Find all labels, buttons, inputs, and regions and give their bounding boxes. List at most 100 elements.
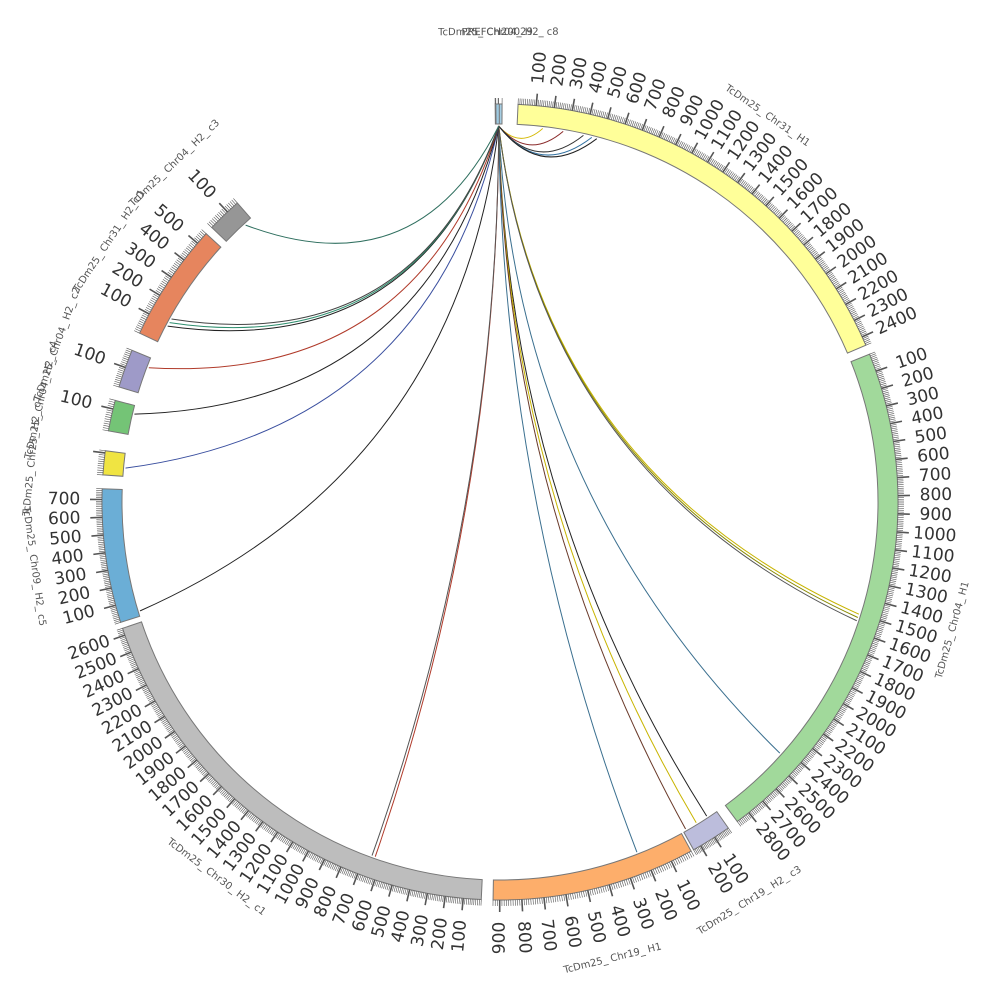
minor-tick [447, 896, 450, 903]
minor-tick [785, 220, 791, 225]
minor-tick [680, 141, 684, 148]
minor-tick [815, 743, 821, 749]
minor-tick [672, 137, 676, 144]
minor-tick [619, 881, 622, 888]
minor-tick [762, 198, 768, 204]
minor-tick [208, 777, 213, 782]
minor-tick [315, 855, 319, 862]
minor-tick [333, 864, 337, 871]
major-tick [95, 569, 109, 574]
minor-tick [817, 258, 823, 263]
minor-tick [776, 211, 781, 216]
minor-tick [102, 427, 109, 429]
minor-tick [895, 453, 902, 455]
minor-tick [149, 301, 155, 305]
minor-tick [889, 416, 896, 419]
major-tick [543, 897, 547, 910]
minor-tick [681, 856, 685, 862]
minor-tick [353, 872, 357, 879]
minor-tick [223, 792, 229, 798]
minor-tick [250, 814, 255, 820]
segment-name-label: TcDm25_ Chr09_ H2_ c5 [20, 505, 47, 627]
minor-tick [807, 245, 813, 250]
minor-tick [693, 148, 697, 155]
minor-tick [98, 458, 105, 460]
minor-tick [789, 224, 794, 229]
tick-label: 600 [48, 508, 81, 529]
minor-tick [704, 155, 708, 161]
minor-tick [862, 666, 868, 670]
minor-tick [891, 431, 898, 433]
minor-tick [231, 799, 237, 805]
minor-tick [163, 277, 170, 282]
major-tick [91, 534, 104, 537]
tick-label: 100 [58, 387, 94, 414]
major-tick [187, 234, 199, 244]
minor-tick [539, 99, 541, 107]
minor-tick [895, 454, 902, 457]
minor-tick [416, 891, 419, 898]
minor-tick [798, 764, 804, 770]
major-tick [748, 812, 757, 823]
minor-tick [865, 342, 872, 346]
minor-tick [134, 328, 141, 332]
major-tick [352, 873, 359, 886]
minor-tick [810, 249, 816, 254]
minor-tick [121, 639, 127, 643]
minor-tick [868, 652, 874, 656]
major-tick [895, 549, 908, 553]
minor-tick [884, 397, 891, 400]
major-tick [814, 251, 826, 260]
minor-tick [661, 865, 665, 872]
minor-tick [294, 844, 298, 850]
minor-tick [722, 831, 727, 837]
minor-tick [761, 197, 766, 203]
minor-tick [891, 574, 898, 577]
minor-tick [135, 673, 142, 677]
minor-tick [638, 874, 642, 881]
major-tick [867, 654, 879, 661]
minor-tick [679, 857, 683, 863]
minor-tick [113, 382, 120, 386]
minor-tick [114, 620, 121, 623]
minor-tick [178, 742, 184, 747]
minor-tick [181, 252, 187, 257]
minor-tick [111, 611, 118, 615]
minor-tick [870, 353, 876, 357]
major-tick [853, 314, 866, 322]
minor-tick [694, 149, 699, 156]
minor-tick [858, 327, 865, 331]
minor-tick [683, 143, 687, 150]
minor-tick [602, 886, 605, 893]
minor-tick [576, 892, 579, 899]
minor-tick [545, 897, 548, 904]
minor-tick [555, 101, 558, 109]
minor-tick [379, 881, 382, 888]
minor-tick [577, 105, 580, 112]
minor-tick [675, 859, 679, 865]
minor-tick [887, 592, 894, 595]
minor-tick [254, 818, 259, 824]
minor-tick [157, 286, 164, 291]
minor-tick [892, 565, 899, 568]
major-tick [629, 877, 636, 890]
minor-tick [885, 599, 892, 602]
minor-tick [800, 236, 806, 242]
minor-tick [167, 271, 173, 276]
minor-tick [102, 575, 109, 578]
segments-layer: TcDm25_ Chr04_ H2_ c8 1002003004005006007… [20, 27, 972, 977]
minor-tick [883, 608, 890, 611]
minor-tick [632, 877, 635, 884]
minor-tick [554, 896, 557, 903]
minor-tick [896, 537, 903, 539]
minor-tick [757, 193, 762, 199]
minor-tick [193, 761, 199, 766]
minor-tick [358, 874, 362, 881]
minor-tick [184, 249, 190, 254]
major-tick [565, 894, 569, 907]
minor-tick [267, 827, 272, 834]
major-tick [270, 831, 279, 843]
minor-tick [298, 847, 303, 853]
minor-tick [650, 127, 654, 134]
